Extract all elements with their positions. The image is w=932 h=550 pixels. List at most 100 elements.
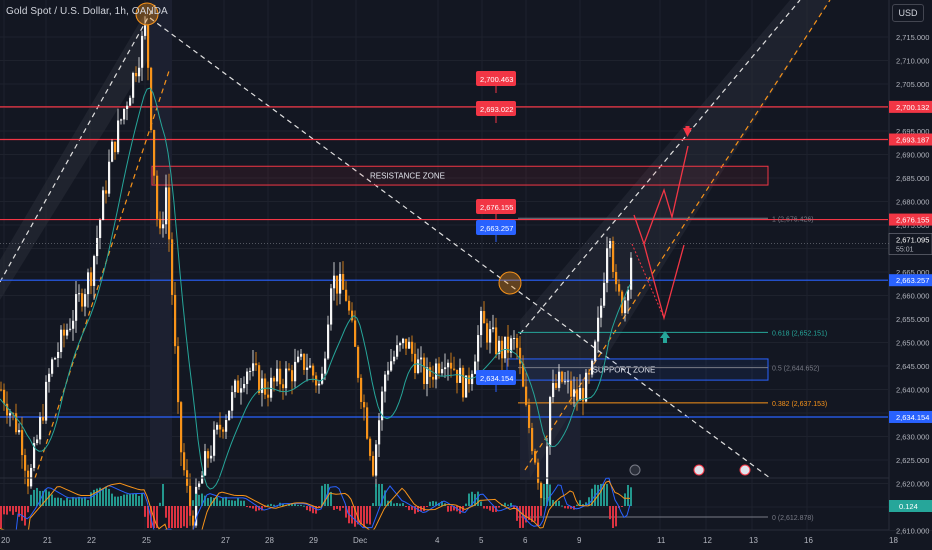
macd-bar <box>54 497 56 506</box>
macd-bar <box>132 493 134 506</box>
candle-body <box>570 380 573 397</box>
candle-body <box>282 384 285 389</box>
candle-body <box>387 370 390 375</box>
candle-body <box>123 109 126 120</box>
macd-bar <box>171 506 173 528</box>
candle-body <box>624 300 627 314</box>
candle-body <box>135 72 138 77</box>
candle-body <box>303 353 306 370</box>
candle-body <box>615 271 618 285</box>
macd-bar <box>135 493 137 506</box>
macd-bar <box>510 502 512 506</box>
x-tick-label: 22 <box>87 536 96 545</box>
symbol-title: Gold Spot / U.S. Dollar, 1h, OANDA <box>6 6 168 17</box>
macd-bar <box>513 506 515 509</box>
fib-label: 0.5 (2,644.652) <box>772 366 819 373</box>
macd-bar <box>210 497 212 506</box>
macd-bar <box>258 506 260 511</box>
candle-body <box>513 338 516 340</box>
price-tag-text: 2,693.187 <box>896 136 929 145</box>
candle-body <box>540 482 543 499</box>
y-tick-label: 2,655.000 <box>896 315 929 324</box>
price-tag-text: 2,700.132 <box>896 103 929 112</box>
projection-dotted <box>631 243 665 319</box>
macd-bar <box>204 495 206 506</box>
candle-body <box>441 369 444 374</box>
candle-body <box>189 485 192 516</box>
candle-body <box>411 341 414 354</box>
macd-bar <box>561 505 563 507</box>
macd-bar <box>630 487 632 506</box>
candle-body <box>489 329 492 343</box>
level-tag-text: 2,676.155 <box>480 203 513 212</box>
candle-body <box>162 224 165 229</box>
macd-bar <box>273 504 275 506</box>
macd-bar <box>408 506 410 511</box>
candle-body <box>528 404 531 428</box>
macd-bar <box>591 488 593 506</box>
macd-bar <box>165 506 167 518</box>
candle-body <box>426 367 429 384</box>
currency-button[interactable]: USD <box>892 4 924 22</box>
candle-body <box>585 372 588 402</box>
candle-body <box>435 363 438 380</box>
candle-body <box>234 380 237 393</box>
candle-body <box>537 462 540 483</box>
candle-body <box>69 328 72 330</box>
candle-body <box>492 327 495 330</box>
macd-bar <box>69 499 71 506</box>
candle-body <box>399 343 402 346</box>
candle-body <box>432 376 435 380</box>
macd-bar <box>558 500 560 506</box>
macd-bar <box>12 506 14 515</box>
macd-bar <box>234 500 236 506</box>
y-tick-label: 2,690.000 <box>896 151 929 160</box>
candle-body <box>504 336 507 359</box>
macd-bar <box>471 491 473 506</box>
macd-bar <box>384 490 386 506</box>
macd-bar <box>312 506 314 514</box>
candle-body <box>366 407 369 439</box>
x-tick-label: 11 <box>657 536 666 545</box>
candle-body <box>153 130 156 176</box>
macd-bar <box>345 506 347 518</box>
candle-body <box>360 377 363 402</box>
macd-bar <box>477 491 479 506</box>
candle-body <box>339 274 342 294</box>
candle-body <box>474 361 477 374</box>
macd-bar <box>549 484 551 506</box>
candle-body <box>258 365 261 393</box>
x-tick-label: 16 <box>804 536 813 545</box>
macd-bar <box>162 484 164 506</box>
candle-body <box>30 467 33 487</box>
y-tick-label: 2,610.000 <box>896 527 929 536</box>
macd-bar <box>159 502 161 506</box>
candle-body <box>207 451 210 459</box>
macd-bar <box>621 506 623 507</box>
macd-bar <box>333 506 335 510</box>
candle-body <box>6 403 9 416</box>
macd-bar <box>453 506 455 511</box>
candle-body <box>63 329 66 336</box>
macd-bar <box>321 485 323 506</box>
candle-body <box>408 341 411 349</box>
candle-body <box>396 345 399 357</box>
candle-body <box>612 241 615 272</box>
macd-bar <box>546 484 548 506</box>
countdown-text: 55:01 <box>896 246 914 253</box>
macd-bar <box>108 488 110 506</box>
candle-body <box>477 335 480 362</box>
macd-bar <box>531 506 533 522</box>
macd-bar <box>612 506 614 528</box>
macd-bar <box>15 506 17 512</box>
macd-bar <box>564 506 566 509</box>
candle-body <box>246 371 249 384</box>
macd-bar <box>42 490 44 506</box>
macd-bar <box>534 506 536 522</box>
fib-label: 0 (2,612.878) <box>772 515 814 522</box>
candle-body <box>564 381 567 383</box>
candle-body <box>555 383 558 388</box>
x-tick-label: 5 <box>479 536 484 545</box>
macd-bar <box>357 506 359 525</box>
